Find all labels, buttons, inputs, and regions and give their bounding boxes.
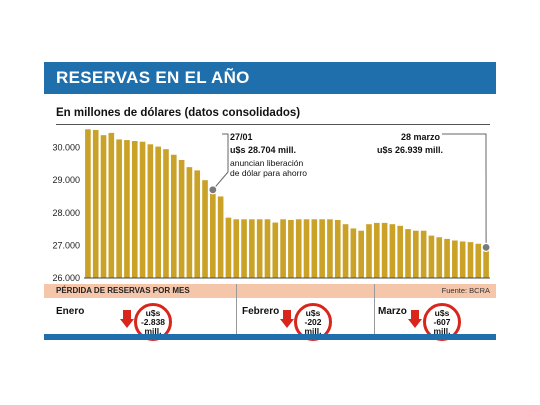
title-bar: RESERVAS EN EL AÑO — [44, 62, 496, 94]
bar — [405, 229, 411, 278]
bar — [483, 247, 489, 278]
bar — [256, 219, 263, 278]
annotation-date-2: 28 marzo — [401, 132, 441, 142]
bar — [413, 230, 419, 278]
callout-bracket — [222, 133, 229, 172]
badge-unit: mill. — [144, 325, 162, 336]
bar — [108, 132, 115, 278]
bar — [186, 167, 193, 278]
badge-amount: -607 — [433, 316, 451, 327]
bar — [334, 219, 341, 278]
bar — [389, 224, 396, 278]
bar — [233, 219, 240, 278]
bar — [272, 222, 279, 278]
y-tick-label: 29.000 — [52, 175, 80, 185]
bar — [217, 196, 224, 278]
bar — [319, 219, 325, 278]
callout-bracket — [442, 133, 487, 156]
badge-amount: -202 — [304, 316, 322, 327]
bar — [295, 219, 302, 278]
month-divider — [236, 284, 237, 334]
badge-currency: u$s — [434, 307, 450, 318]
month-label-march: Marzo — [378, 306, 407, 317]
bar — [358, 230, 364, 278]
month-label-february: Febrero — [242, 306, 280, 317]
y-tick-label: 28.000 — [52, 208, 80, 218]
infographic-panel: RESERVAS EN EL AÑO En millones de dólare… — [44, 62, 496, 341]
y-tick-label: 27.000 — [52, 240, 80, 250]
bar — [381, 222, 388, 278]
bar — [373, 222, 380, 278]
annotation-note-1a: anuncian liberación — [230, 158, 304, 168]
chart-subtitle: En millones de dólares (datos consolidad… — [56, 107, 301, 119]
bar — [288, 219, 294, 278]
bar — [163, 149, 169, 278]
annotation-date-1: 27/01 — [230, 132, 253, 142]
badge-currency: u$s — [145, 307, 161, 318]
loss-section-header: PÉRDIDA DE RESERVAS POR MES Fuente: BCRA — [44, 284, 496, 298]
bar — [178, 159, 185, 278]
bar — [249, 219, 255, 278]
bar — [155, 146, 161, 278]
source-credit: Fuente: BCRA — [441, 286, 490, 295]
bar — [202, 180, 208, 278]
bar — [170, 154, 177, 278]
bar — [241, 219, 247, 278]
highlight-marker — [481, 242, 491, 252]
bar — [397, 225, 404, 278]
reserves-bar-chart: 30.000 29.000 28.000 27.000 26.000 — [52, 129, 491, 283]
y-tick-label: 30.000 — [52, 143, 80, 153]
bar — [350, 228, 357, 278]
loss-section-title: PÉRDIDA DE RESERVAS POR MES — [56, 286, 190, 295]
bar — [366, 224, 372, 278]
bar — [327, 219, 333, 278]
badge-unit: mill. — [304, 325, 322, 336]
bar — [420, 230, 427, 278]
bar — [342, 224, 349, 278]
down-arrow-icon — [280, 310, 294, 328]
bar — [436, 237, 443, 278]
month-label-january: Enero — [56, 306, 85, 317]
month-divider — [374, 284, 375, 334]
annotation-value-1: u$s 28.704 mill. — [230, 145, 297, 155]
badge-amount: -2.838 — [140, 316, 166, 327]
bar — [452, 240, 458, 278]
y-tick-label: 26.000 — [52, 273, 80, 283]
bar — [225, 217, 232, 278]
annotation-note-1b: de dólar para ahorro — [230, 168, 308, 178]
down-arrow-icon — [120, 310, 134, 328]
bar — [92, 129, 99, 278]
bar — [264, 219, 271, 278]
bar — [467, 242, 474, 278]
bar — [100, 135, 107, 278]
bar — [311, 219, 318, 278]
bar — [444, 238, 450, 278]
highlight-marker — [208, 185, 218, 195]
bar — [210, 189, 216, 278]
bar — [194, 170, 201, 278]
annotation-value-2: u$s 26.939 mill. — [377, 145, 444, 155]
bar — [428, 235, 435, 278]
badge-currency: u$s — [305, 307, 321, 318]
subtitle-divider — [56, 124, 490, 125]
badge-unit: mill. — [433, 325, 451, 336]
bar — [475, 243, 482, 278]
bar — [116, 139, 122, 278]
bar — [459, 241, 466, 278]
down-arrow-icon — [408, 310, 422, 328]
bar — [280, 219, 286, 278]
bottom-rule — [44, 334, 496, 340]
page-title: RESERVAS EN EL AÑO — [56, 68, 250, 87]
bar — [303, 219, 310, 278]
bar — [147, 144, 154, 278]
bar — [131, 141, 138, 278]
bar — [124, 140, 130, 278]
bar — [85, 129, 91, 278]
bar — [139, 141, 146, 278]
